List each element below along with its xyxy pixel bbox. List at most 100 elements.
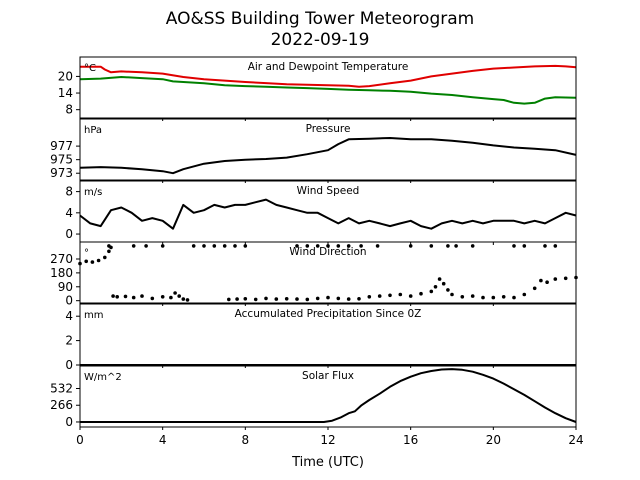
data-point <box>512 295 516 300</box>
data-point <box>222 244 227 248</box>
panel-unit-label: °C <box>84 63 96 74</box>
x-tick-label: 20 <box>486 433 501 447</box>
y-tick-label: 977 <box>50 139 73 153</box>
data-point <box>553 277 558 281</box>
y-tick-label: 270 <box>50 252 73 266</box>
y-tick-label: 90 <box>58 280 73 294</box>
data-point <box>326 244 330 248</box>
data-point <box>160 244 165 248</box>
data-point <box>96 258 101 263</box>
panel-3: 0 4 8 m/s Wind Speed <box>65 180 577 245</box>
data-point <box>408 294 413 298</box>
data-point <box>227 297 231 302</box>
data-point <box>398 292 403 297</box>
y-tick-label: 8 <box>65 103 73 117</box>
series-line-2 <box>79 76 577 105</box>
y-tick-label: 2 <box>65 334 73 348</box>
data-point <box>115 295 119 299</box>
panel-5: 0 2 4 mm Accumulated Precipitation Since 0Z <box>65 303 577 372</box>
data-point <box>539 278 543 283</box>
series-line-1 <box>79 137 577 175</box>
data-point <box>315 244 320 248</box>
data-point <box>450 292 454 297</box>
panel-1: 8 14 20 °C Air and Dewpoint Temperature <box>58 56 577 121</box>
data-point <box>429 289 434 294</box>
data-point <box>253 297 258 302</box>
data-point <box>181 297 186 301</box>
data-point <box>111 294 115 298</box>
data-point <box>315 296 320 301</box>
x-axis: 0 4 8 12 16 20 24 <box>76 433 583 447</box>
data-point <box>388 293 392 298</box>
y-tick-label: 8 <box>65 185 73 199</box>
data-point <box>103 255 107 260</box>
data-point <box>437 277 442 281</box>
y-tick-label: 4 <box>65 206 73 220</box>
panel-unit-label: mm <box>84 310 103 321</box>
data-point <box>545 280 549 285</box>
x-tick-label: 16 <box>403 433 418 447</box>
data-point <box>512 244 516 248</box>
data-point <box>191 244 196 248</box>
y-tick-label: 975 <box>50 153 73 167</box>
data-point <box>377 294 382 298</box>
data-point <box>90 260 95 264</box>
data-point <box>169 295 173 300</box>
data-point <box>433 285 438 289</box>
data-point <box>460 295 465 299</box>
data-point <box>243 297 248 301</box>
data-point <box>522 292 527 297</box>
data-point <box>367 295 372 299</box>
data-point <box>522 244 527 248</box>
data-point <box>185 298 190 302</box>
data-point <box>491 295 496 300</box>
data-point <box>553 244 558 248</box>
data-point <box>357 297 361 301</box>
x-tick-label: 0 <box>76 433 84 447</box>
series-line-1 <box>80 64 577 88</box>
data-point <box>295 297 299 301</box>
x-tick-label: 8 <box>242 433 250 447</box>
data-point <box>212 244 217 248</box>
panel-title: Solar Flux <box>302 370 354 382</box>
data-point <box>243 244 248 248</box>
data-point <box>144 244 148 248</box>
data-point <box>501 295 506 299</box>
data-point <box>107 244 111 248</box>
data-point <box>123 294 128 299</box>
data-point <box>419 291 423 296</box>
data-point <box>543 244 547 248</box>
series-line-1 <box>80 368 577 423</box>
figure-title-line2: 2022-09-19 <box>271 30 370 50</box>
data-point <box>429 244 434 248</box>
data-point <box>177 294 181 298</box>
data-point <box>408 244 413 248</box>
panel-title: Wind Direction <box>289 246 366 258</box>
series-line-1 <box>79 198 577 230</box>
data-point <box>336 296 341 301</box>
data-point <box>441 281 446 286</box>
data-point <box>454 244 458 248</box>
x-tick-label: 12 <box>320 433 335 447</box>
data-point <box>107 249 111 254</box>
data-point <box>346 244 351 248</box>
data-point <box>470 244 475 248</box>
panel-unit-label: hPa <box>84 125 102 136</box>
data-point <box>131 295 136 300</box>
panel-title: Pressure <box>306 123 351 135</box>
data-point <box>305 297 310 302</box>
panel-unit-label: W/m^2 <box>84 372 122 383</box>
panel-unit-label: m/s <box>84 187 102 198</box>
data-point <box>150 296 155 301</box>
y-tick-label: 0 <box>65 227 73 241</box>
data-point <box>295 244 299 248</box>
y-tick-label: 4 <box>65 309 73 323</box>
x-axis-label: Time (UTC) <box>291 455 364 470</box>
data-point <box>274 297 279 301</box>
data-point <box>336 244 341 248</box>
figure-title-line1: AO&SS Building Tower Meteorogram <box>166 9 474 29</box>
data-point <box>235 297 239 301</box>
